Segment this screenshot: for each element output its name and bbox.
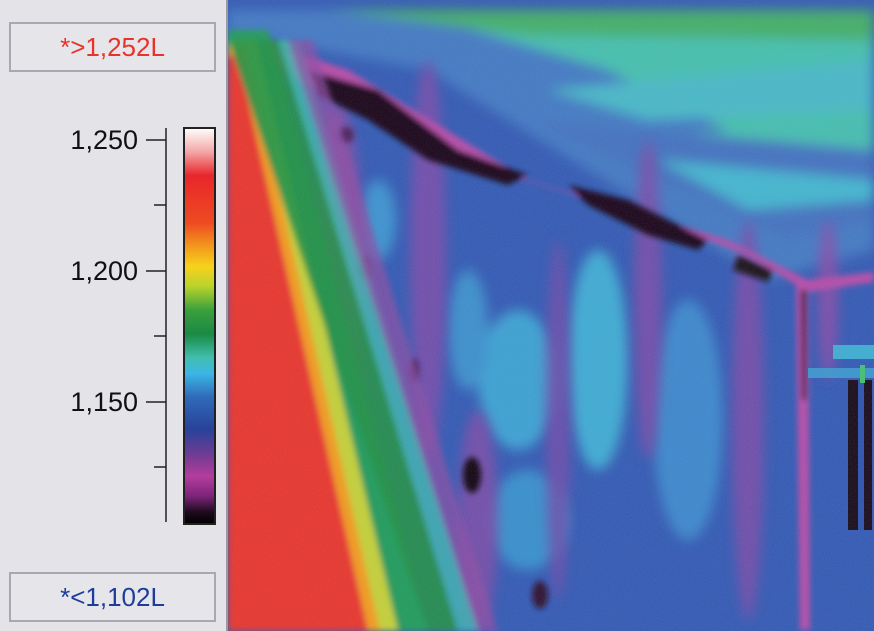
color-bar [183,127,216,525]
thermal-image [228,0,874,631]
min-range-box[interactable]: *<1,102L [9,572,216,622]
tick-label-1150: 1,150 [70,387,138,417]
max-range-label: *>1,252L [60,31,165,62]
tick-label-1250: 1,250 [70,125,138,155]
tick-label-1200: 1,200 [70,256,138,286]
thermal-image-view[interactable] [228,0,874,631]
min-range-label: *<1,102L [60,581,165,612]
temperature-scale-panel: *>1,252L [0,0,228,631]
color-scale [146,127,216,525]
max-range-box[interactable]: *>1,252L [9,22,216,72]
